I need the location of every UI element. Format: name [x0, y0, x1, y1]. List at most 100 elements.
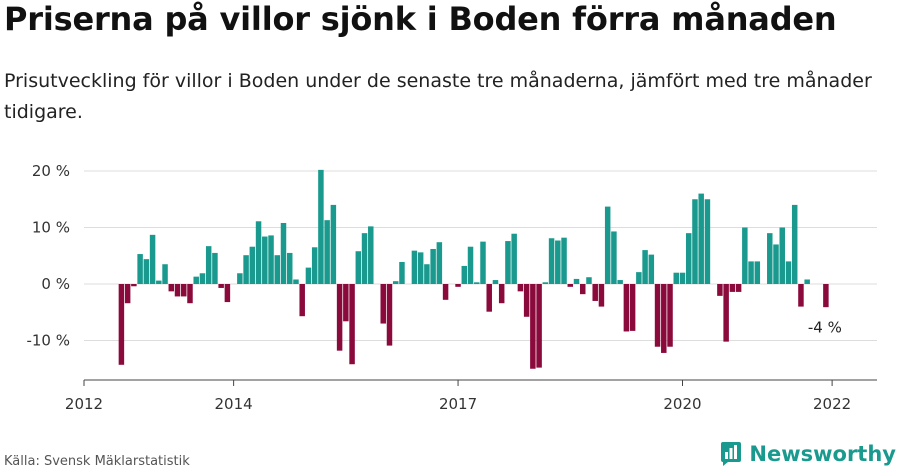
bar	[629, 284, 636, 331]
bar	[118, 284, 125, 365]
bar	[486, 284, 492, 312]
bar	[505, 241, 511, 284]
newsworthy-icon	[721, 442, 742, 466]
bar	[467, 246, 474, 284]
bar	[517, 284, 524, 292]
bar	[205, 246, 212, 284]
bar	[255, 221, 262, 284]
bar	[698, 193, 704, 284]
bar	[798, 284, 804, 307]
bar	[791, 204, 798, 284]
bar	[181, 284, 187, 297]
bar	[430, 248, 436, 284]
bar	[368, 226, 374, 284]
bar	[779, 227, 785, 284]
bar	[642, 250, 648, 284]
bar	[131, 284, 137, 287]
bar	[692, 199, 698, 284]
bar	[299, 284, 305, 317]
bar	[623, 284, 630, 332]
bar	[280, 222, 287, 284]
bar	[336, 284, 343, 351]
bar	[455, 284, 461, 287]
bar	[361, 233, 368, 284]
bar	[349, 284, 355, 365]
brand-logo[interactable]: Newsworthy	[719, 441, 896, 467]
y-tick-label: 10 %	[32, 219, 70, 237]
bar	[442, 284, 449, 300]
bar	[586, 277, 592, 284]
bar	[162, 264, 168, 284]
bar	[380, 284, 386, 324]
bar	[268, 235, 274, 284]
bar	[424, 264, 430, 284]
bar	[654, 284, 661, 347]
bar	[754, 261, 761, 284]
bar	[224, 284, 231, 303]
bar	[748, 261, 754, 284]
bar	[311, 247, 318, 284]
bar	[617, 280, 623, 284]
bar	[723, 284, 729, 342]
bar	[386, 284, 393, 346]
x-tick-label: 2022	[813, 395, 851, 413]
bar	[823, 284, 829, 308]
bar	[729, 284, 736, 292]
y-axis-ticks: 20 % 10 % 0 % -10 %	[26, 162, 70, 350]
bar	[199, 273, 206, 284]
source-note: Källa: Svensk Mäklarstatistik	[4, 454, 190, 469]
bar	[243, 255, 249, 284]
bar	[411, 250, 418, 284]
bar	[274, 255, 281, 284]
bar	[667, 284, 673, 347]
bar	[193, 276, 199, 284]
bar	[187, 284, 193, 304]
bar	[237, 273, 243, 284]
bar	[143, 259, 150, 284]
x-tick-label: 2017	[439, 395, 477, 413]
bar	[530, 284, 536, 369]
bar	[548, 238, 555, 284]
brand-name: Newsworthy	[749, 442, 896, 466]
bar	[286, 252, 293, 284]
bar	[174, 284, 181, 297]
bar	[523, 284, 530, 317]
bar	[704, 199, 711, 284]
bar	[318, 169, 324, 284]
bar	[785, 261, 792, 284]
bar	[355, 251, 362, 284]
bar	[474, 282, 480, 284]
bars	[118, 169, 829, 369]
bar	[137, 254, 143, 284]
bar	[717, 284, 723, 296]
bar	[218, 284, 224, 288]
bar	[249, 246, 256, 284]
bar	[598, 284, 605, 307]
bar	[343, 284, 349, 322]
chart-title: Priserna på villor sjönk i Boden förra m…	[4, 0, 837, 38]
bar	[324, 220, 330, 284]
y-tick-label: 0 %	[41, 275, 70, 293]
bar	[480, 241, 486, 285]
bar	[212, 252, 218, 284]
bar	[673, 272, 679, 284]
bar	[542, 282, 549, 284]
chart-subtitle: Prisutveckling för villor i Boden under …	[4, 70, 872, 123]
x-tick-label: 2014	[215, 395, 253, 413]
bar	[330, 204, 337, 284]
bar	[492, 280, 499, 284]
bar	[124, 284, 131, 304]
bar	[567, 284, 574, 287]
bar	[735, 284, 742, 292]
bar	[661, 284, 667, 353]
bar	[804, 279, 810, 284]
bar	[417, 252, 424, 284]
bar	[511, 233, 517, 284]
bar	[436, 242, 443, 284]
bar	[561, 237, 567, 284]
bar	[580, 284, 586, 295]
annotation-label: -4 %	[808, 319, 842, 337]
bar	[742, 227, 748, 284]
bar	[399, 261, 405, 284]
